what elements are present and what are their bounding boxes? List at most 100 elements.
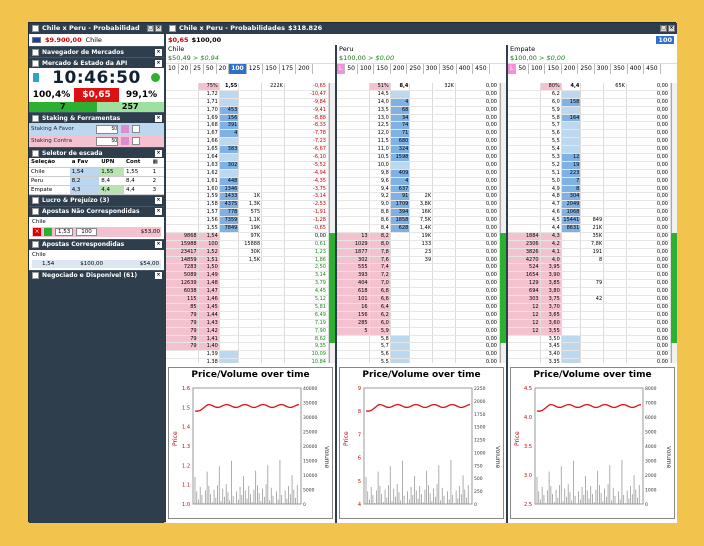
back-amount[interactable]: 156 [219, 114, 240, 122]
cancel-icon[interactable]: × [33, 227, 41, 236]
ladder-row[interactable]: 5,1 223 0,00 [508, 169, 671, 178]
stake-step[interactable]: 150 [263, 63, 280, 74]
lay-amount[interactable] [508, 146, 541, 154]
section-seletor[interactable]: Seletor de escada × [29, 147, 164, 158]
back-amount[interactable]: 302 [219, 161, 240, 169]
ladder-row[interactable]: 6038 1,47 4,45 [166, 288, 329, 297]
back-amount[interactable] [391, 303, 411, 311]
back-amount[interactable] [219, 169, 240, 177]
back-amount[interactable]: 68 [390, 106, 411, 114]
collapse-icon[interactable] [32, 149, 39, 157]
ladder-row[interactable]: 5,6 0,00 [337, 351, 500, 360]
lay-amount[interactable] [166, 122, 199, 130]
lay-amount[interactable] [508, 90, 541, 98]
lay-amount[interactable]: 618 [337, 288, 370, 296]
stake-step[interactable]: 150 [374, 63, 391, 74]
ladder-row[interactable]: 5,9 0,00 [508, 106, 671, 115]
ladder-row[interactable]: 1,68 391 -8,33 [166, 122, 329, 131]
ladder-row[interactable]: 3,40 0,00 [508, 351, 671, 360]
back-amount[interactable] [220, 264, 240, 272]
ladder-row[interactable]: 3,35 0,00 [508, 359, 671, 363]
back-amount[interactable] [220, 280, 240, 288]
back-amount[interactable] [561, 343, 582, 351]
close-icon[interactable]: × [155, 114, 162, 122]
ladder-row[interactable]: 4270 4,0 8 0,00 [508, 256, 671, 265]
ladder-row[interactable]: 404 7,0 0,00 [337, 280, 500, 289]
lay-amount[interactable] [337, 359, 370, 363]
ladder-row[interactable]: 1,62 -4,94 [166, 169, 329, 178]
ladder-row[interactable]: 15988 100 15888 0,61 [166, 240, 329, 249]
ladder-row[interactable]: 2306 4,2 7,8K 0,00 [508, 240, 671, 249]
lay-amount[interactable] [166, 351, 199, 359]
stake-step[interactable]: 20 [179, 63, 192, 74]
restore-icon[interactable]: ▢ [147, 25, 154, 32]
lay-amount[interactable] [337, 98, 370, 106]
ladder-row[interactable]: 5,2 19 0,00 [508, 161, 671, 170]
stake-step[interactable]: 350 [440, 63, 457, 74]
lay-amount[interactable]: 5089 [166, 272, 199, 280]
lay-amount[interactable] [337, 114, 370, 122]
close-icon[interactable]: × [155, 241, 162, 248]
ladder-row[interactable]: 9,6 4 0,00 [337, 177, 500, 186]
lay-amount[interactable]: 404 [337, 280, 370, 288]
l-icon[interactable] [121, 125, 129, 133]
lay-amount[interactable] [508, 335, 541, 343]
stake-step[interactable]: 300 [424, 63, 441, 74]
lay-amount[interactable]: 302 [337, 256, 370, 264]
back-amount[interactable] [219, 98, 240, 106]
back-amount[interactable] [562, 264, 582, 272]
back-amount[interactable] [561, 106, 582, 114]
lay-amount[interactable]: 694 [508, 288, 541, 296]
back-amount[interactable]: 680 [390, 138, 411, 146]
ladder-row[interactable]: 1,60 1346 -3,75 [166, 185, 329, 194]
back-amount[interactable]: 394 [390, 209, 411, 217]
stake-step[interactable]: 100 [358, 63, 375, 74]
back-amount[interactable]: 1598 [390, 154, 411, 161]
ladder-row[interactable]: 5089 1,49 3,14 [166, 272, 329, 281]
back-amount[interactable] [219, 90, 240, 98]
back-amount[interactable]: 304 [561, 193, 582, 201]
back-amount[interactable]: 4 [219, 130, 240, 138]
lay-amount[interactable]: 85 [166, 303, 199, 311]
lay-amount[interactable] [337, 106, 370, 114]
ladder-row[interactable]: 8,4 628 1,4K 0,00 [337, 225, 500, 233]
ladder-row[interactable]: 129 3,85 79 0,00 [508, 280, 671, 289]
lay-amount[interactable] [508, 351, 541, 359]
table-row[interactable]: Chile 1,54 1,55 1,55 1 [29, 167, 164, 177]
back-amount[interactable]: 223 [561, 169, 582, 177]
minimize-icon[interactable] [32, 25, 39, 32]
scrollbar-thumb[interactable] [671, 233, 677, 343]
ladder-row[interactable]: 12 3,55 0,00 [508, 327, 671, 336]
stake-step[interactable]: 300 [595, 63, 612, 74]
lay-amount[interactable] [337, 225, 370, 232]
lay-amount[interactable] [166, 209, 199, 217]
ladder-row[interactable]: 115 1,46 5,12 [166, 296, 329, 304]
ladder-row[interactable]: 1,65 383 -6,67 [166, 146, 329, 155]
ladder-scrollbar[interactable] [671, 83, 677, 363]
ladder-row[interactable]: 5,4 0,00 [508, 146, 671, 155]
lay-amount[interactable]: 16 [337, 303, 370, 311]
grid-icon[interactable]: ▦ [150, 158, 164, 168]
lay-amount[interactable] [166, 146, 199, 154]
ladder-row[interactable]: 14,0 4 0,00 [337, 98, 500, 107]
ladder-row[interactable]: 5,0 7 0,00 [508, 177, 671, 186]
lay-amount[interactable] [337, 193, 370, 201]
lay-amount[interactable] [337, 154, 370, 161]
ladder-row[interactable]: 23417 1,52 30K 1,23 [166, 248, 329, 257]
ladder-scrollbar[interactable] [500, 83, 506, 363]
lay-amount[interactable] [337, 122, 370, 130]
nao-corr-odd[interactable]: 1,53 [55, 227, 74, 236]
ladder-row[interactable]: 1,66 -7,23 [166, 138, 329, 147]
collapse-icon[interactable] [32, 197, 39, 204]
back-amount[interactable] [561, 90, 582, 98]
lay-amount[interactable] [337, 138, 370, 146]
back-amount[interactable]: 12 [561, 154, 582, 161]
lay-amount[interactable] [337, 146, 370, 154]
lay-amount[interactable]: 79 [166, 327, 199, 335]
stake-step[interactable]: 175 [280, 63, 297, 74]
back-amount[interactable] [561, 130, 582, 138]
back-amount[interactable]: 2049 [561, 201, 582, 209]
ladder-row[interactable]: 1029 8,0 133 0,00 [337, 240, 500, 249]
back-amount[interactable]: 778 [219, 209, 240, 217]
stake-step[interactable]: 450 [473, 63, 490, 74]
